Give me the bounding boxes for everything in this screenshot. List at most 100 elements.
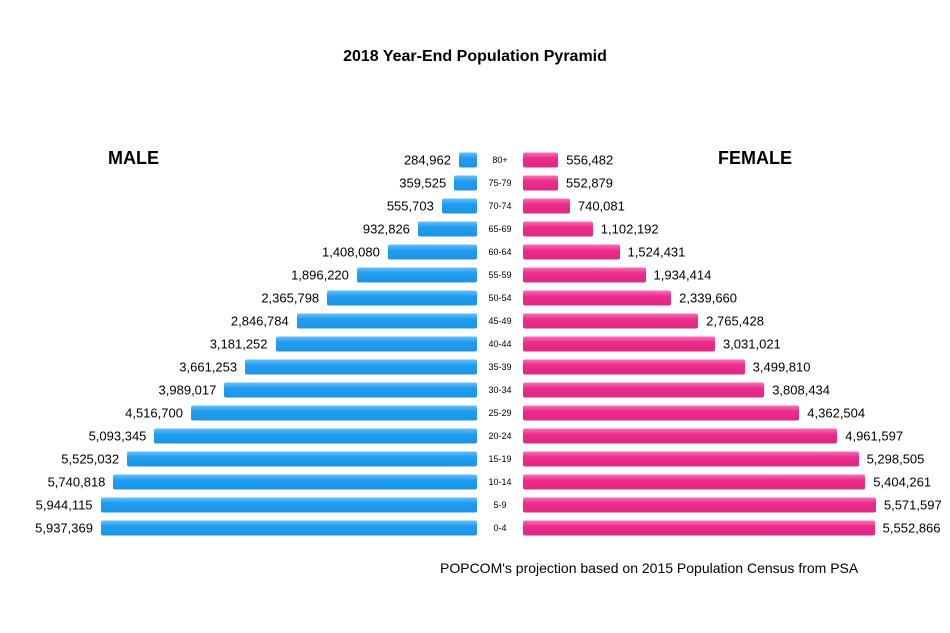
male-bar [113,474,477,489]
female-bar [523,267,646,282]
male-bar [276,336,477,351]
male-bar [388,244,477,259]
male-value-label: 3,989,017 [159,382,217,397]
female-bar [523,520,875,535]
female-value-label: 4,961,597 [845,428,903,443]
age-label: 10-14 [488,477,511,487]
pyramid-row: 80+284,962556,482 [0,148,950,171]
male-bar [459,152,477,167]
male-bar [101,497,477,512]
age-label: 40-44 [488,339,511,349]
pyramid-row: 20-24 5,093,345 4,961,597 [0,424,950,447]
male-value-label: 2,365,798 [261,290,319,305]
age-label: 55-59 [488,270,511,280]
male-value-label: 5,093,345 [89,428,147,443]
male-bar [101,520,477,535]
population-pyramid-chart: 2018 Year-End Population Pyramid MALE FE… [0,0,950,633]
pyramid-row: 45-49 2,846,784 2,765,428 [0,309,950,332]
male-value-label: 5,937,369 [35,520,93,535]
female-bar [523,244,620,259]
pyramid-row: 15-19 5,525,032 5,298,505 [0,447,950,470]
male-value-label: 284,962 [404,152,451,167]
female-value-label: 3,499,810 [753,359,811,374]
pyramid-row: 10-14 5,740,818 5,404,261 [0,470,950,493]
age-label: 45-49 [488,316,511,326]
female-bar [523,474,865,489]
age-label: 0-4 [493,523,506,533]
male-value-label: 4,516,700 [125,405,183,420]
female-value-label: 552,879 [566,175,613,190]
female-bar [523,313,698,328]
female-value-label: 2,765,428 [706,313,764,328]
male-bar [327,290,477,305]
age-label: 25-29 [488,408,511,418]
age-label: 30-34 [488,385,511,395]
female-bar [523,382,764,397]
male-bar [297,313,477,328]
female-value-label: 1,524,431 [628,244,686,259]
age-label: 35-39 [488,362,511,372]
female-value-label: 5,571,597 [884,497,942,512]
female-value-label: 5,552,866 [883,520,941,535]
age-label: 60-64 [488,247,511,257]
pyramid-row: 55-59 1,896,220 1,934,414 [0,263,950,286]
male-value-label: 555,703 [387,198,434,213]
female-value-label: 3,808,434 [772,382,830,397]
male-bar [154,428,477,443]
pyramid-row: 60-64 1,408,080 1,524,431 [0,240,950,263]
female-bar [523,290,671,305]
male-value-label: 5,740,818 [48,474,106,489]
pyramid-row: 5-9 5,944,115 5,571,597 [0,493,950,516]
male-value-label: 2,846,784 [231,313,289,328]
male-bar [454,175,477,190]
pyramid-row: 25-29 4,516,700 4,362,504 [0,401,950,424]
pyramid-row: 0-4 5,937,369 5,552,866 [0,516,950,539]
female-bar [523,428,837,443]
pyramid-row: 35-39 3,661,253 3,499,810 [0,355,950,378]
female-bar [523,198,570,213]
female-value-label: 1,102,192 [601,221,659,236]
female-bar [523,152,558,167]
pyramid-row: 50-54 2,365,798 2,339,660 [0,286,950,309]
male-value-label: 3,181,252 [210,336,268,351]
age-label: 20-24 [488,431,511,441]
age-label: 65-69 [488,224,511,234]
age-label: 50-54 [488,293,511,303]
male-bar [191,405,477,420]
female-value-label: 4,362,504 [807,405,865,420]
pyramid-row: 65-69 932,826 1,102,192 [0,217,950,240]
male-value-label: 359,525 [399,175,446,190]
age-label: 5-9 [493,500,506,510]
female-bar [523,221,593,236]
pyramid-row: 40-44 3,181,252 3,031,021 [0,332,950,355]
male-value-label: 5,525,032 [61,451,119,466]
female-value-label: 2,339,660 [679,290,737,305]
female-bar [523,175,558,190]
female-bar [523,359,745,374]
age-label: 80+ [492,155,507,165]
male-bar [127,451,477,466]
female-value-label: 5,298,505 [867,451,925,466]
male-value-label: 1,896,220 [291,267,349,282]
age-label: 70-74 [488,201,511,211]
chart-footer: POPCOM's projection based on 2015 Popula… [440,560,858,576]
age-label: 15-19 [488,454,511,464]
pyramid-row: 30-34 3,989,017 3,808,434 [0,378,950,401]
age-label: 75-79 [488,178,511,188]
female-bar [523,336,715,351]
female-value-label: 5,404,261 [873,474,931,489]
male-bar [418,221,477,236]
female-value-label: 1,934,414 [654,267,712,282]
pyramid-row: 70-74 555,703 740,081 [0,194,950,217]
male-bar [357,267,477,282]
female-value-label: 3,031,021 [723,336,781,351]
female-bar [523,405,799,420]
male-value-label: 3,661,253 [179,359,237,374]
male-value-label: 5,944,115 [36,497,93,512]
female-bar [523,497,876,512]
female-value-label: 740,081 [578,198,625,213]
pyramid-row: 75-79 359,525 552,879 [0,171,950,194]
male-value-label: 932,826 [363,221,410,236]
male-value-label: 1,408,080 [322,244,380,259]
male-bar [245,359,477,374]
